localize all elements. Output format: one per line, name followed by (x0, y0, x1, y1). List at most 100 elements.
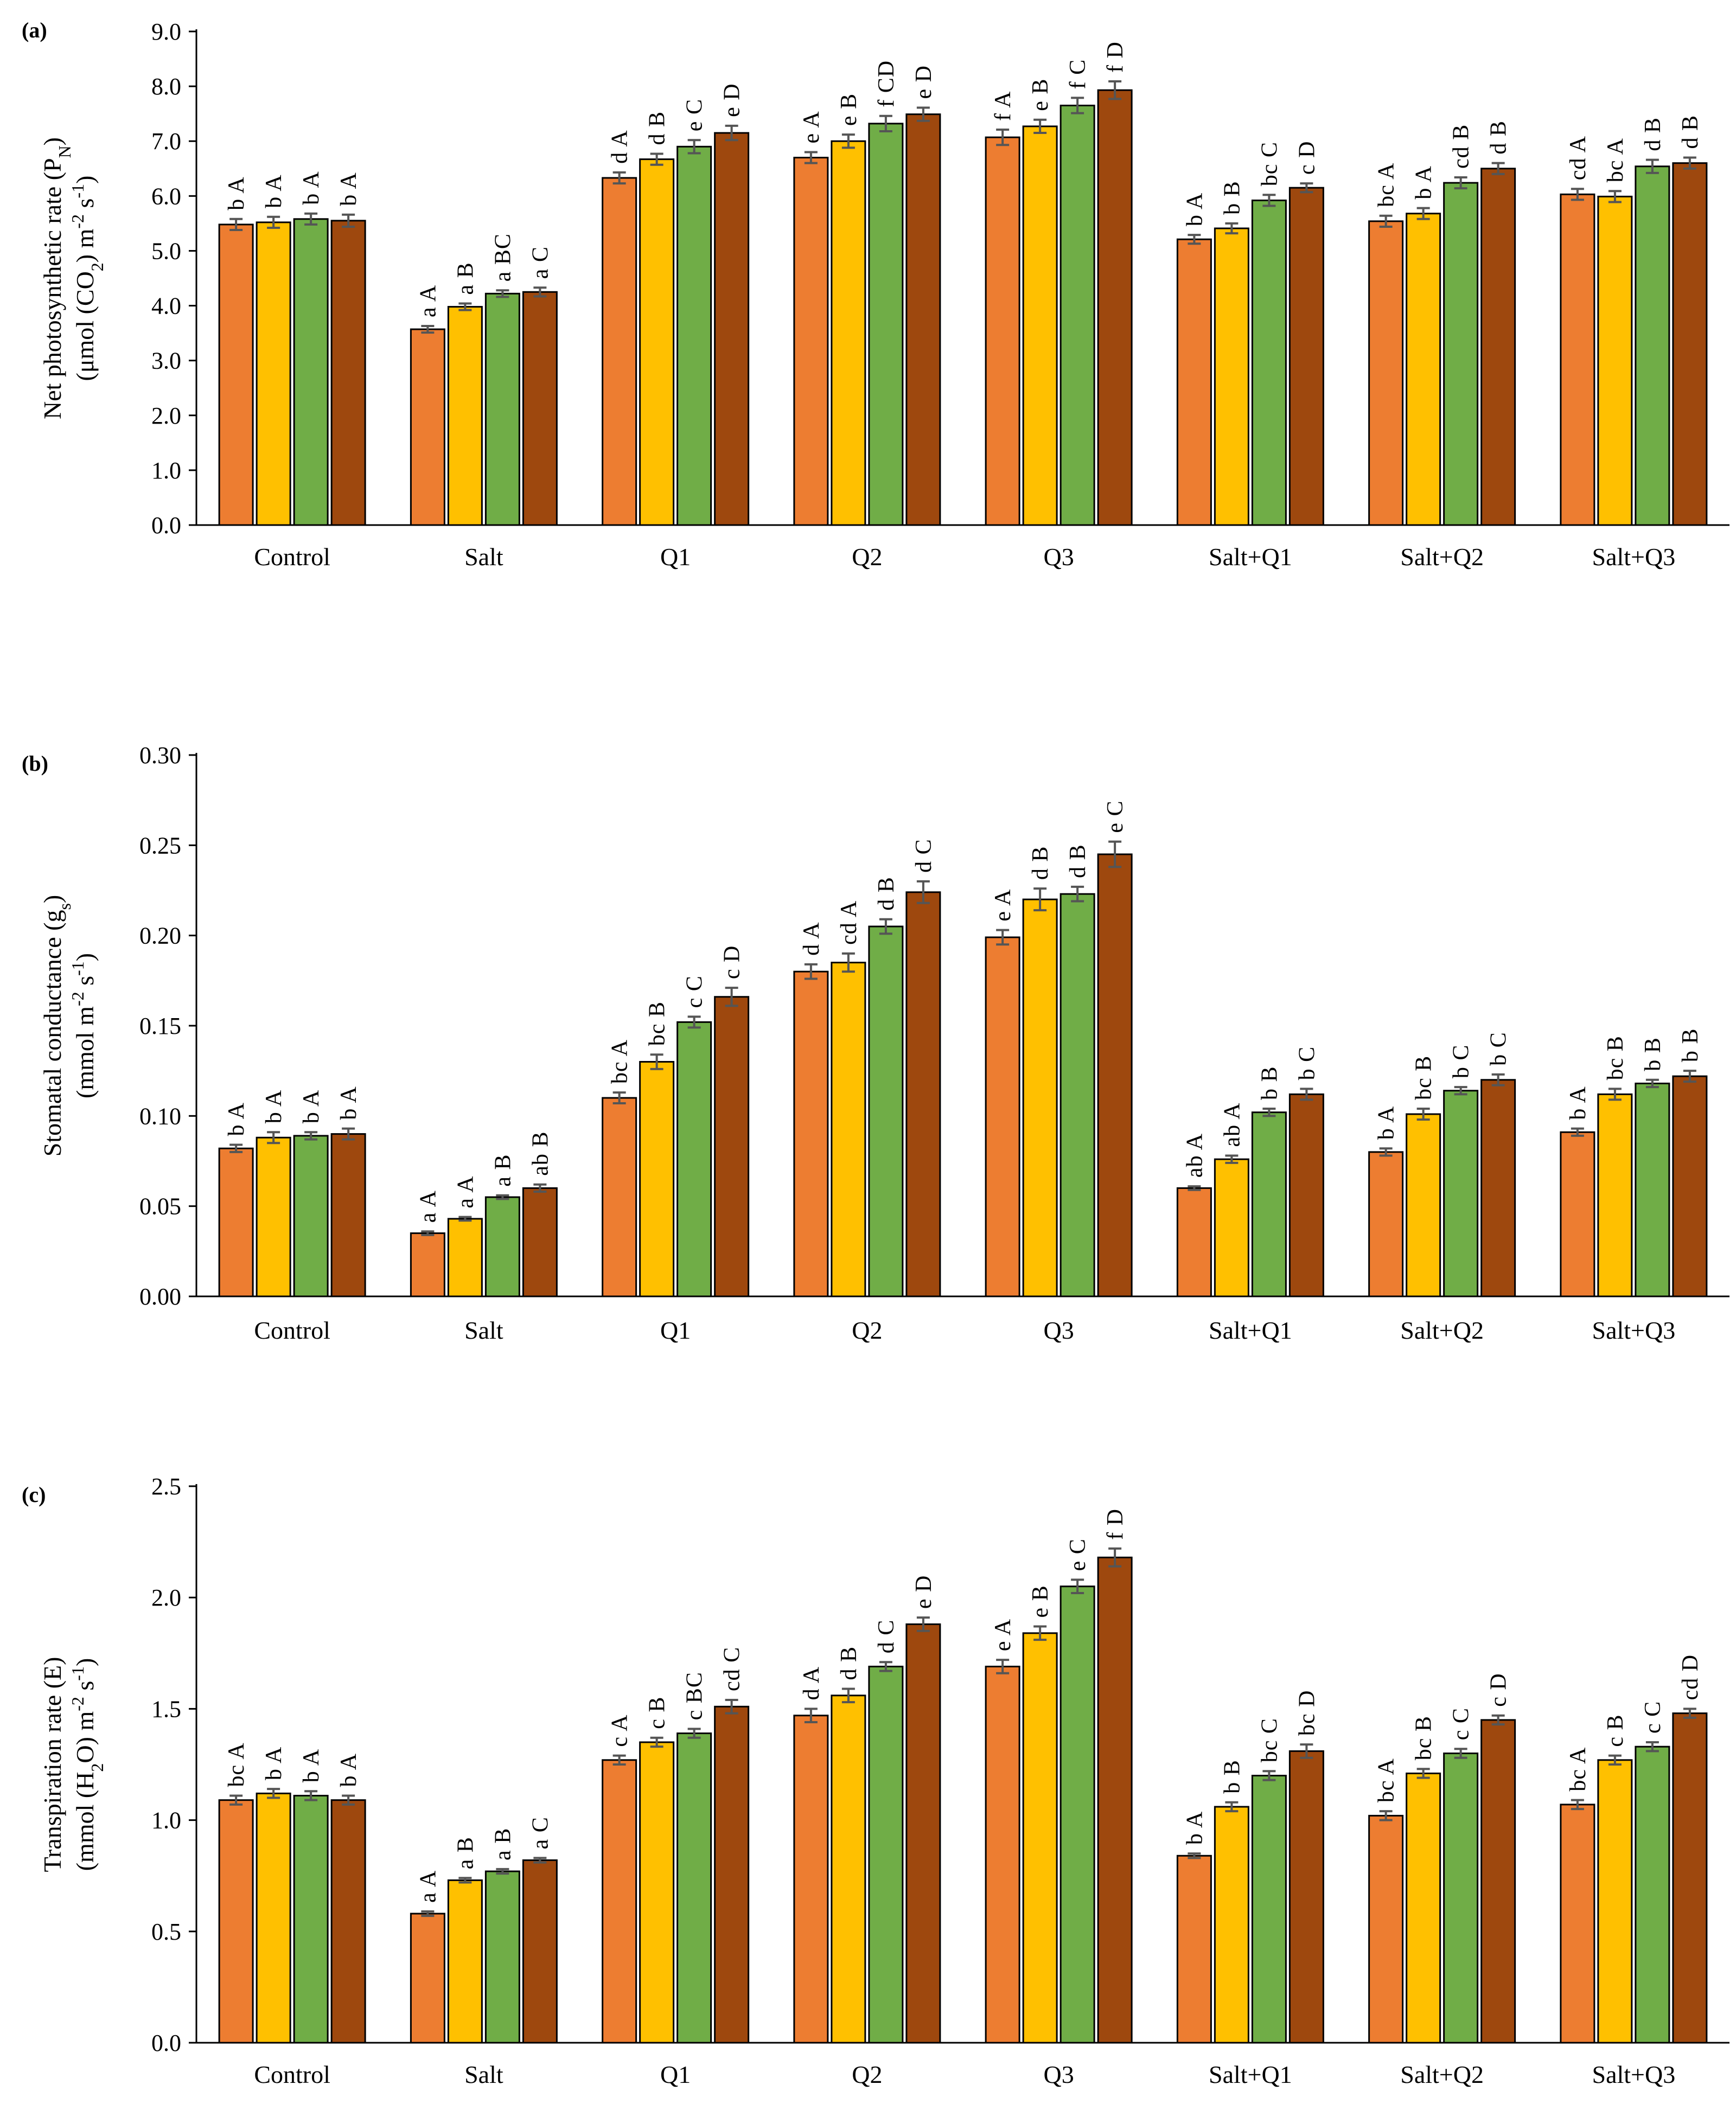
error-bar (1491, 1073, 1505, 1086)
panel-c: (c) 0.0 0.5 1.0 1.5 2.0 2.5 Transpiration rate … (22, 1473, 1729, 2088)
significance-label: d B (1028, 846, 1053, 880)
significance-label: cd D (1678, 1654, 1703, 1700)
error-bar (1071, 1578, 1084, 1594)
error-bar (458, 1216, 472, 1222)
significance-label: b B (1641, 1037, 1665, 1071)
y-tick-label: 1.5 (151, 1696, 181, 1722)
significance-label: f D (1103, 41, 1128, 73)
bar (1288, 1750, 1324, 2044)
category-label: Salt+Q3 (1592, 1316, 1676, 1344)
category-label: Salt+Q2 (1400, 1316, 1484, 1344)
y-tick-label: 2.5 (151, 1473, 181, 1500)
error-bar (1033, 118, 1047, 135)
error-bar (1645, 158, 1659, 174)
category-label: Q1 (660, 1316, 691, 1344)
significance-label: cd A (1566, 136, 1591, 180)
significance-label: c C (1449, 1708, 1474, 1740)
error-bar (804, 1708, 818, 1724)
error-bar (1416, 1108, 1430, 1121)
bar (714, 996, 750, 1297)
error-bar (1225, 1801, 1239, 1813)
bar (522, 1187, 558, 1297)
error-bar (687, 1015, 701, 1029)
significance-label: a BC (490, 233, 515, 282)
significance-label: a B (453, 1837, 478, 1869)
significance-label: a C (528, 246, 553, 279)
significance-label: ab A (1220, 1102, 1244, 1147)
error-bar (229, 1143, 243, 1153)
significance-label: d B (1641, 117, 1665, 151)
significance-label: b A (1182, 1811, 1207, 1845)
bar (1597, 1093, 1633, 1297)
error-bar (1262, 194, 1276, 207)
bar (985, 936, 1020, 1297)
error-bar (1225, 222, 1239, 235)
bar (330, 1133, 366, 1297)
error-bar (841, 133, 855, 149)
bar (793, 970, 829, 1297)
significance-label: bc C (1257, 142, 1282, 186)
error-bar (1416, 207, 1430, 220)
category-label: Q1 (660, 543, 691, 571)
significance-label: b A (261, 1747, 286, 1781)
significance-label: bc C (1257, 1718, 1282, 1762)
y-tick-label: 0.10 (139, 1103, 181, 1129)
significance-label: b A (1374, 1106, 1399, 1140)
bar (484, 1870, 520, 2044)
bar (1560, 1804, 1595, 2044)
error-bar (458, 302, 472, 311)
error-bar (1491, 162, 1505, 175)
y-tick-label: 5.0 (151, 238, 181, 264)
error-bar (1071, 885, 1084, 903)
error-bar (458, 1877, 472, 1884)
bar (639, 1741, 675, 2044)
category-label: Salt+Q2 (1400, 2061, 1484, 2088)
bar (868, 123, 904, 526)
bar (1560, 193, 1595, 526)
significance-label: bc B (1412, 1716, 1437, 1760)
bar (256, 1136, 291, 1297)
error-bar (1645, 1078, 1659, 1089)
significance-label: e D (911, 65, 936, 99)
bar (522, 291, 558, 526)
significance-label: b A (336, 1753, 361, 1787)
significance-label: b A (1566, 1086, 1591, 1120)
significance-label: d C (874, 1620, 899, 1654)
error-bar (996, 128, 1010, 146)
bar (410, 1913, 445, 2044)
error-bar (725, 987, 738, 1007)
bar (1406, 1772, 1441, 2044)
bar (1176, 1187, 1212, 1297)
bar (410, 1232, 445, 1297)
error-bar (267, 1131, 280, 1144)
bar (484, 292, 520, 526)
error-bar (342, 1127, 355, 1141)
bar (1251, 1775, 1287, 2044)
error-bar (496, 1194, 509, 1200)
bar (905, 891, 941, 1297)
bar (256, 221, 291, 526)
bar (1406, 213, 1441, 526)
bar (1597, 195, 1633, 526)
significance-label: d B (645, 111, 670, 145)
error-bar (267, 1788, 280, 1799)
error-bar (342, 1794, 355, 1806)
significance-label: b A (336, 172, 361, 206)
bar (1022, 125, 1058, 526)
y-tick-label: 2.0 (151, 1584, 181, 1611)
bar (1022, 1632, 1058, 2044)
error-bar (612, 171, 626, 185)
error-bar (1108, 840, 1122, 868)
significance-label: b B (1257, 1066, 1282, 1101)
error-bar (496, 1868, 509, 1875)
significance-label: f C (1065, 59, 1090, 89)
significance-label: bc A (1566, 1747, 1591, 1792)
error-bar (687, 1728, 701, 1739)
bar (293, 1794, 329, 2044)
category-label: Control (254, 543, 330, 571)
bar (602, 177, 637, 526)
error-bar (533, 1183, 547, 1193)
bar (985, 1665, 1020, 2044)
bar (1597, 1759, 1633, 2044)
error-bar (229, 1794, 243, 1806)
